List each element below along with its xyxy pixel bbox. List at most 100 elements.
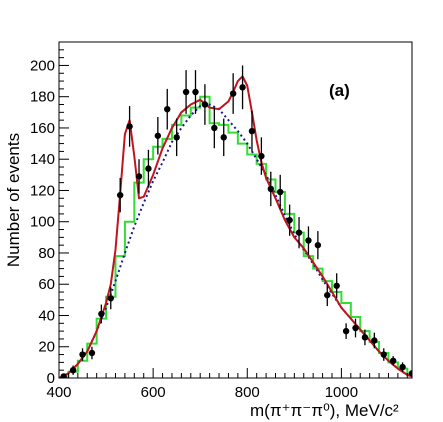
x-tick-label: 600 (141, 384, 166, 401)
data-point (408, 370, 412, 377)
data-marker (182, 88, 190, 96)
chart-marks (59, 65, 412, 378)
chart-axes: 400 600 800 1000 0 20 40 60 80 100 120 140 160 180 200 (30, 41, 413, 401)
data-point (135, 159, 143, 194)
data-point (239, 65, 246, 110)
data-marker (145, 165, 152, 172)
data-marker (69, 366, 77, 374)
data-marker (380, 351, 387, 358)
data-point (201, 84, 209, 125)
y-tick-label: 60 (38, 276, 55, 293)
data-point (220, 118, 227, 157)
data-point (107, 287, 114, 310)
y-tick-label: 80 (38, 245, 55, 262)
data-marker (361, 334, 369, 341)
data-point (361, 329, 369, 346)
data-point (277, 174, 284, 210)
data-marker (314, 241, 322, 249)
data-point (211, 107, 218, 149)
data-marker (324, 291, 331, 299)
y-tick-label: 20 (38, 339, 55, 356)
y-tick-label: 0 (47, 370, 55, 387)
data-marker (88, 349, 96, 357)
data-marker (220, 134, 227, 141)
mc-histogram (59, 95, 412, 378)
data-point (380, 348, 387, 361)
data-marker (116, 191, 124, 199)
x-tick-label: 1000 (325, 384, 358, 401)
y-tick-label: 140 (30, 151, 55, 168)
data-point (399, 362, 406, 372)
data-marker (389, 357, 397, 365)
data-marker (342, 327, 350, 335)
data-marker (98, 310, 105, 318)
data-point (371, 332, 378, 349)
x-tick-label: 800 (235, 384, 260, 401)
data-marker (352, 324, 359, 332)
data-point (116, 177, 124, 213)
y-tick-label: 100 (30, 214, 55, 231)
plot-frame (58, 41, 413, 379)
data-marker (60, 373, 67, 378)
y-tick-label: 180 (30, 89, 55, 106)
data-marker (201, 101, 209, 108)
data-point (173, 118, 180, 157)
data-point (352, 318, 359, 338)
data-marker (154, 132, 162, 139)
x-tick-label: 400 (46, 384, 71, 401)
data-marker (229, 90, 237, 97)
data-point (164, 88, 171, 130)
data-marker (267, 185, 274, 193)
data-point (60, 373, 67, 378)
data-point (248, 110, 256, 152)
data-point (192, 70, 199, 114)
data-point (98, 304, 105, 324)
data-marker (258, 152, 265, 160)
data-point (342, 323, 350, 339)
data-marker (239, 84, 246, 91)
data-marker (126, 123, 133, 130)
data-marker (164, 106, 171, 113)
plot-area (59, 65, 412, 378)
data-point (69, 365, 77, 375)
data-point (267, 171, 274, 207)
data-marker (371, 337, 378, 344)
data-point (305, 226, 312, 255)
data-marker (277, 188, 284, 196)
data-point (182, 70, 190, 114)
data-marker (286, 216, 293, 224)
data-point (295, 217, 303, 249)
data-point (333, 273, 340, 299)
data-marker (107, 295, 114, 302)
data-point (229, 73, 237, 114)
fit-curve (59, 75, 412, 378)
data-point (79, 348, 86, 361)
data-point (154, 117, 162, 155)
y-tick-label: 120 (30, 182, 55, 199)
data-point (145, 149, 152, 188)
data-marker (135, 173, 143, 180)
data-point (88, 346, 96, 360)
panel-label: (a) (329, 81, 350, 100)
y-tick-label: 200 (30, 57, 55, 74)
data-point (258, 137, 265, 175)
x-axis-label: m(π⁺π⁻π⁰), MeV/c² (250, 401, 399, 420)
data-point (286, 204, 293, 236)
data-marker (79, 351, 86, 358)
background-curve (59, 103, 412, 378)
data-point (314, 231, 322, 260)
y-axis-label: Number of events (4, 133, 23, 267)
data-marker (211, 124, 218, 132)
data-marker (295, 229, 303, 236)
data-marker (173, 134, 180, 141)
data-marker (248, 127, 256, 135)
data-marker (333, 282, 340, 289)
data-point (389, 356, 397, 366)
data-marker (305, 237, 312, 244)
data-marker (399, 363, 406, 371)
y-tick-label: 40 (38, 307, 55, 324)
data-point (126, 106, 133, 147)
data-point (324, 284, 331, 307)
data-marker (192, 88, 199, 96)
